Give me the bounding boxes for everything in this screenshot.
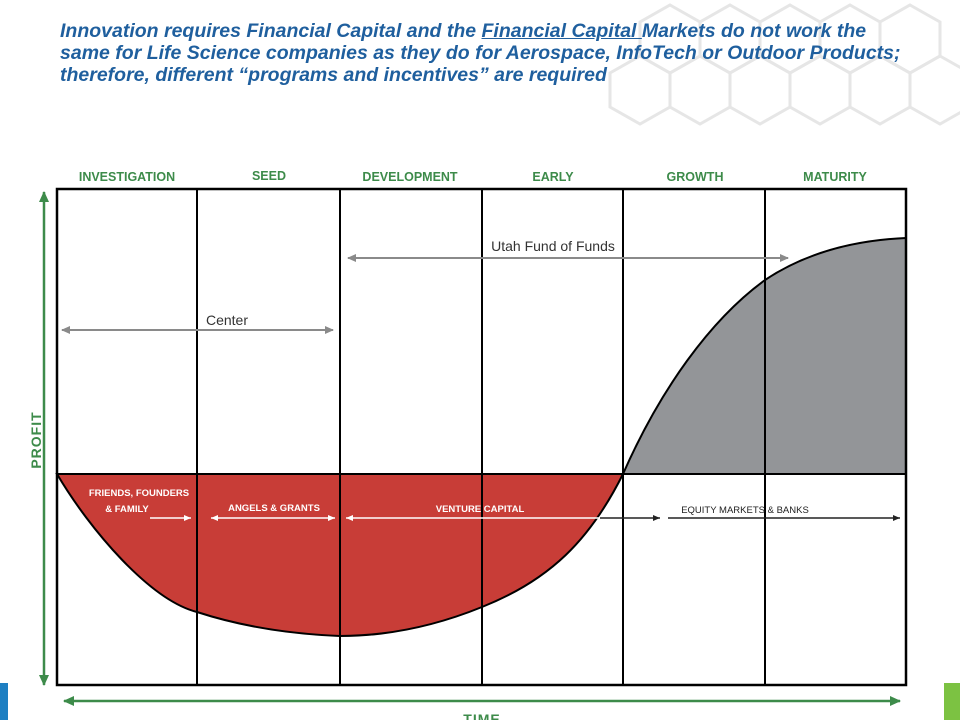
phase-label-early: EARLY — [532, 170, 574, 184]
time-axis-label: TIME — [463, 711, 500, 720]
angels-grants-label: ANGELS & GRANTS — [228, 503, 320, 514]
profit-axis-label: PROFIT — [28, 411, 44, 468]
hexagon-pattern-background — [608, 3, 960, 126]
phase-label-development: DEVELOPMENT — [362, 170, 458, 184]
center-label: Center — [206, 312, 248, 328]
phase-dividers — [196, 189, 766, 685]
fund-of-funds-label: Utah Fund of Funds — [491, 238, 615, 254]
phase-label-investigation: INVESTIGATION — [79, 170, 175, 184]
venture-capital-label: VENTURE CAPITAL — [436, 504, 525, 515]
title-text-part2: Markets do not work the same for Life Sc… — [60, 20, 901, 86]
phase-label-seed: SEED — [252, 169, 286, 183]
title-text-part1: Innovation requires Financial Capital an… — [60, 20, 482, 42]
accent-bar-left — [0, 683, 8, 720]
phase-label-maturity: MATURITY — [803, 170, 867, 184]
friends-founders-label-line2: & FAMILY — [105, 504, 149, 515]
slide-title: Innovation requires Financial Capital an… — [60, 20, 920, 86]
title-underlined-text: Financial Capital — [481, 20, 642, 42]
friends-founders-label-line1: FRIENDS, FOUNDERS — [89, 488, 189, 499]
phase-label-growth: GROWTH — [667, 170, 724, 184]
equity-markets-label: EQUITY MARKETS & BANKS — [681, 505, 809, 516]
accent-bar-right — [944, 683, 960, 720]
